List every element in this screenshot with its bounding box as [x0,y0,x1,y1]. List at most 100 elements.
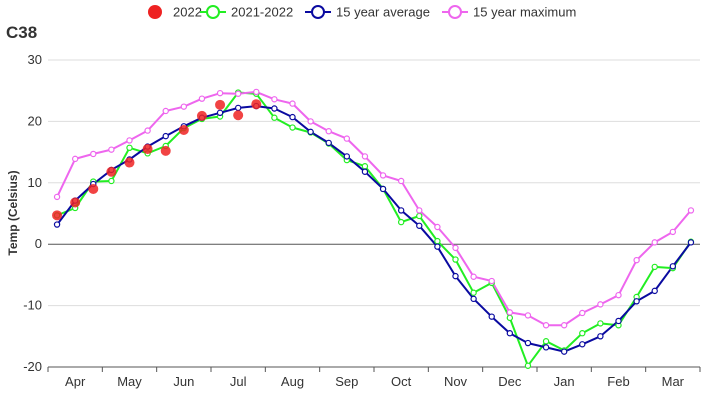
point-15-year-maximum[interactable] [108,146,115,153]
point-15-year-average[interactable] [506,330,514,337]
point-15-year-maximum[interactable] [434,223,441,231]
point-15-year-maximum[interactable] [687,207,695,214]
legend-label: 2022 [173,5,202,20]
point-2022[interactable] [196,110,207,121]
point-2022[interactable] [233,110,244,121]
point-2021-2022[interactable] [271,114,278,121]
point-2021-2022[interactable] [416,212,423,220]
point-15-year-average[interactable] [397,207,405,214]
legend-item-2021-2022[interactable]: 2021-2022 [200,5,293,20]
point-2022[interactable] [52,210,63,221]
point-15-year-average[interactable] [325,139,332,147]
point-15-year-average[interactable] [470,295,477,303]
point-15-year-maximum[interactable] [361,153,369,160]
point-15-year-average[interactable] [162,132,169,140]
point-15-year-average[interactable] [271,105,278,112]
point-15-year-maximum[interactable] [271,96,278,103]
point-15-year-maximum[interactable] [416,207,423,214]
point-15-year-average[interactable] [542,344,550,351]
point-2021-2022[interactable] [397,218,405,226]
point-15-year-maximum[interactable] [615,291,622,299]
point-15-year-maximum[interactable] [397,177,405,185]
point-15-year-average[interactable] [416,222,423,229]
point-15-year-average[interactable] [579,341,586,348]
point-2021-2022[interactable] [470,289,477,296]
point-15-year-maximum[interactable] [542,322,550,329]
point-15-year-maximum[interactable] [579,309,586,317]
point-2022[interactable] [106,166,117,177]
point-2021-2022[interactable] [506,314,514,322]
point-15-year-maximum[interactable] [651,239,658,246]
point-15-year-maximum[interactable] [90,150,97,158]
point-2021-2022[interactable] [597,320,604,327]
point-15-year-maximum[interactable] [343,135,351,142]
point-15-year-average[interactable] [615,317,622,325]
legend-marker [148,5,162,19]
point-15-year-average[interactable] [379,185,387,193]
point-2021-2022[interactable] [579,330,586,337]
point-15-year-maximum[interactable] [597,301,604,308]
point-2021-2022[interactable] [524,362,532,369]
point-15-year-maximum[interactable] [126,137,133,144]
point-2022[interactable] [215,99,226,110]
point-15-year-average[interactable] [633,298,640,305]
point-15-year-maximum[interactable] [307,118,314,125]
point-2021-2022[interactable] [651,263,658,271]
point-2021-2022[interactable] [289,124,296,131]
point-15-year-average[interactable] [597,333,604,340]
point-15-year-maximum[interactable] [144,127,151,134]
point-2021-2022[interactable] [542,338,550,345]
point-2022[interactable] [160,145,171,156]
point-15-year-average[interactable] [434,243,441,250]
point-15-year-maximum[interactable] [216,89,224,97]
point-15-year-maximum[interactable] [560,322,568,329]
point-15-year-average[interactable] [307,128,314,136]
point-2022[interactable] [251,99,262,110]
point-15-year-average[interactable] [669,263,677,270]
point-2021-2022[interactable] [126,144,133,152]
point-15-year-maximum[interactable] [488,277,495,285]
point-15-year-average[interactable] [343,153,351,160]
point-15-year-average[interactable] [524,339,532,347]
point-2021-2022[interactable] [434,237,441,245]
point-15-year-average[interactable] [234,104,242,112]
point-15-year-maximum[interactable] [325,128,332,135]
point-2022[interactable] [178,124,189,135]
point-15-year-maximum[interactable] [71,155,79,163]
point-15-year-maximum[interactable] [524,312,532,319]
point-2021-2022[interactable] [108,177,115,185]
point-15-year-maximum[interactable] [379,172,387,179]
point-15-year-average[interactable] [289,113,296,121]
point-15-year-maximum[interactable] [289,100,296,107]
point-15-year-maximum[interactable] [470,273,477,280]
point-15-year-average[interactable] [361,168,369,175]
point-15-year-maximum[interactable] [253,88,260,96]
point-15-year-maximum[interactable] [198,95,206,102]
point-2022[interactable] [142,144,153,155]
legend-item-15-year-maximum[interactable]: 15 year maximum [442,5,576,20]
point-15-year-maximum[interactable] [162,107,169,115]
point-2022[interactable] [88,183,99,194]
point-15-year-maximum[interactable] [669,228,677,236]
point-15-year-average[interactable] [216,109,224,117]
point-2022[interactable] [70,197,81,208]
point-2022[interactable] [124,157,135,168]
point-15-year-average[interactable] [488,313,495,320]
point-2021-2022[interactable] [452,256,459,263]
point-15-year-maximum[interactable] [53,193,61,201]
point-15-year-maximum[interactable] [633,256,640,264]
point-15-year-average[interactable] [53,221,61,228]
legend-item-2022[interactable]: 2022 [148,5,202,20]
point-2021-2022[interactable] [361,163,369,170]
legend[interactable]: 2022 2021-2022 15 year average 15 year maxi… [148,5,576,20]
point-15-year-maximum[interactable] [180,103,188,110]
point-15-year-maximum[interactable] [234,90,242,97]
point-15-year-average[interactable] [560,348,568,355]
point-15-year-average[interactable] [452,272,459,280]
point-15-year-average[interactable] [651,287,658,295]
legend-item-15-year-average[interactable]: 15 year average [305,5,430,20]
point-15-year-average[interactable] [687,239,695,246]
point-15-year-maximum[interactable] [452,244,459,252]
point-15-year-maximum[interactable] [506,309,514,316]
x-tick-label: Feb [607,374,629,389]
